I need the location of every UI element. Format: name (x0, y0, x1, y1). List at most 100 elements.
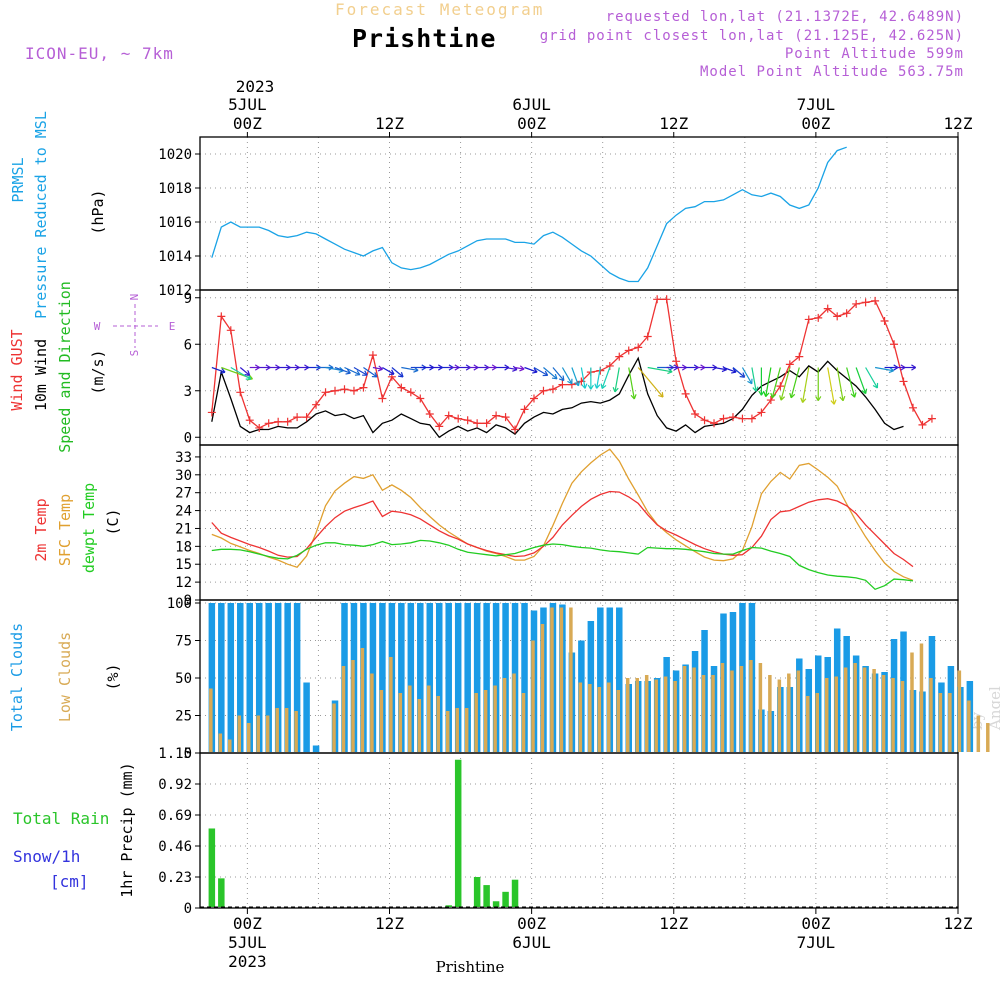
gust-point (378, 394, 387, 403)
wind-arrow-head (377, 365, 383, 372)
low-clouds-bar (228, 739, 232, 752)
bottom-time-label: 00Z (801, 914, 830, 933)
gust-point (653, 295, 662, 304)
low-clouds-bar (910, 652, 914, 752)
top-time-label: 12Z (944, 114, 973, 133)
low-clouds-bar (692, 667, 696, 752)
point-altitude: Point Altitude 599m (784, 46, 964, 62)
precip-label: 1hr Precip (mm) (118, 762, 136, 897)
dewpt-series (211, 539, 914, 591)
dewpt-line (211, 539, 914, 591)
gust-point (321, 388, 330, 397)
total-clouds-bar (426, 603, 434, 752)
y-tick-label: 1.15 (158, 746, 192, 762)
low-clouds-bar (900, 681, 905, 752)
total-clouds-bar (312, 745, 320, 752)
sfc-temp-label: SFC Temp (56, 494, 74, 566)
wind-arrow (552, 367, 565, 381)
wind-arrow-head (388, 369, 395, 375)
gust-point (852, 299, 861, 308)
gust-point (473, 419, 482, 428)
wind-arrow-head (371, 372, 378, 378)
y-tick-label: 1012 (158, 283, 192, 299)
total-rain-label: Total Rain (13, 809, 109, 828)
total-clouds-bar (502, 603, 509, 752)
wind-arrow (846, 367, 856, 398)
gust-point (217, 312, 226, 321)
total-clouds-bar (483, 603, 490, 752)
low-clouds-bar (417, 699, 422, 752)
wind-arrow (505, 366, 518, 371)
total-clouds-bar (246, 603, 253, 752)
y-tick-label: 0 (184, 430, 192, 446)
wind-arrow-head (254, 364, 260, 371)
pressure-label: PRMSL (9, 157, 27, 202)
low-clouds-bar (455, 708, 459, 752)
wind-arrow-head (551, 373, 558, 380)
compass-s: S (128, 350, 141, 357)
wind-arrow (741, 367, 753, 385)
top-time-label: 00Z (233, 114, 262, 133)
gust-point (529, 394, 538, 403)
gust-point (492, 411, 501, 420)
gust-point (236, 388, 245, 397)
total-clouds-bar (417, 603, 424, 752)
y-tick-label: 0.46 (158, 839, 192, 855)
y-tick-label: 18 (175, 539, 192, 555)
wind-arrow (344, 366, 361, 376)
gust-point (785, 360, 794, 369)
gust-point (539, 386, 548, 395)
model-point-altitude: Model Point Altitude 563.75m (699, 64, 964, 80)
wind-arrow (628, 367, 635, 400)
low-clouds-bar (806, 696, 810, 752)
gust-point (804, 315, 813, 324)
y-tick-label: 0 (184, 746, 192, 762)
bottom-time-label: 00Z (233, 914, 262, 933)
low-clouds-bar (341, 666, 346, 752)
wind-arrow-head (219, 368, 226, 374)
low-clouds-bar (237, 715, 242, 752)
wind-arrow-head (491, 364, 497, 371)
gust-point (823, 304, 832, 313)
wind-arrow (723, 366, 737, 373)
wind-arrow (382, 366, 395, 375)
compass-e: E (169, 320, 176, 333)
low-clouds-bar (749, 660, 753, 752)
gust-point (681, 389, 690, 398)
total-clouds-bar (303, 682, 310, 752)
wind-arrow-head (800, 397, 807, 403)
gust-point (274, 417, 283, 426)
wind-unit: (m/s) (89, 349, 107, 394)
gust-point (255, 423, 264, 432)
gust-point (349, 386, 358, 395)
total-clouds-bar (407, 603, 415, 752)
precip-bar (445, 905, 452, 907)
wind-arrow (751, 367, 757, 392)
y-tick-label: 15 (175, 557, 192, 573)
wind-direction-arrows (211, 364, 917, 405)
gust-point (511, 425, 520, 434)
low-clouds-bar (332, 703, 336, 752)
wind-arrow (713, 366, 727, 371)
wind-arrow (874, 366, 894, 372)
gust-point (520, 405, 529, 414)
y-tick-label: 0 (184, 901, 192, 917)
gust-point (927, 414, 936, 423)
precip-bar (218, 878, 225, 907)
low-clouds-bar (957, 670, 962, 752)
low-clouds-bar (351, 660, 355, 752)
low-clouds-bar (616, 690, 621, 752)
wind-arrow-head (779, 395, 786, 401)
chart-subtitle: Forecast Meteogram (335, 0, 545, 19)
low-clouds-bar (436, 696, 440, 752)
total-clouds-bar (398, 603, 405, 752)
low-clouds-bar (360, 648, 365, 752)
low-clouds-bar (427, 685, 431, 752)
wind-arrow-head (574, 380, 581, 387)
compass-w: W (94, 320, 101, 333)
gust-point (548, 385, 557, 394)
wind-arrow (543, 367, 558, 380)
wind10m-line (211, 356, 904, 439)
wind-arrow (637, 367, 664, 398)
total-clouds-bar (265, 603, 272, 752)
